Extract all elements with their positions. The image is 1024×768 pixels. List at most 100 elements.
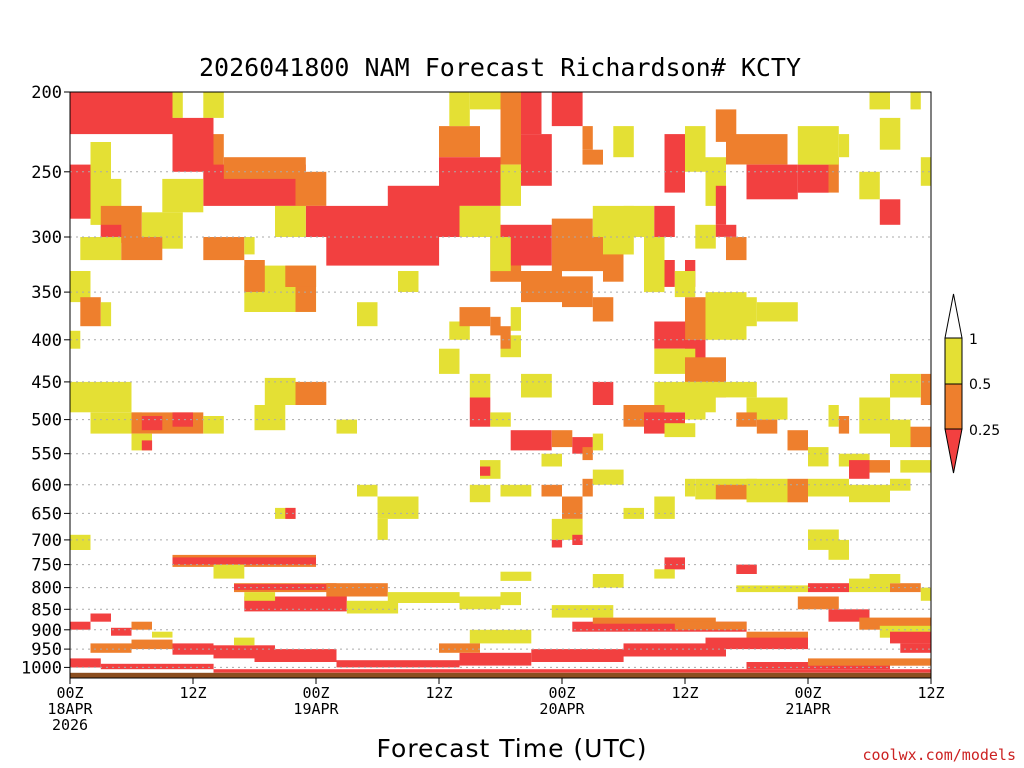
x-tick-label-36-0: 12Z [425,684,452,702]
heatmap-cell-51 [828,157,839,193]
heatmap-cell-59 [879,199,901,225]
heatmap-cell-22 [275,205,306,237]
heatmap-cell-204 [674,621,747,630]
heatmap-cell-44 [664,134,685,193]
heatmap-cell-40 [603,254,624,282]
heatmap-cell-27 [500,92,521,165]
heatmap-cell-92 [787,430,808,451]
heatmap-cell-62 [726,237,747,261]
y-tick-label-850: 850 [31,600,62,620]
heatmap-cell-81 [664,423,696,438]
y-axis-ticks: 200 250 300 350 400 450 500 550 600 650 700 750 8008… [21,83,70,678]
heatmap-cell-104 [541,453,562,467]
heatmap-cell-4 [213,134,224,179]
heatmap-cell-209 [459,652,532,666]
heatmap-cell-171 [592,469,624,485]
heatmap-cell-157 [736,564,757,574]
heatmap-cell-162 [551,539,563,548]
x-tick-label-12-0: 12Z [179,684,206,702]
heatmap-cell-166 [377,518,388,540]
heatmap-cell-210 [469,629,532,644]
heatmap-cell-115 [90,412,142,434]
y-tick-label-500: 500 [31,411,62,431]
heatmap-cell-191 [808,583,849,593]
heatmap-cell-139 [592,297,614,322]
heatmap-cell-73 [726,297,757,327]
heatmap-cell-223 [152,631,173,638]
heatmap-cell-6 [70,164,91,219]
y-tick-label-300: 300 [31,228,62,248]
heatmap-cell-93 [808,447,829,467]
heatmap-cell-57 [920,157,932,186]
heatmap-cell-126 [70,330,81,349]
heatmap-cell-5 [90,142,111,186]
x-tick-label-84-0: 12Z [917,684,944,702]
heatmap-cell-31 [551,92,583,127]
heatmap-cell-211 [439,643,480,653]
heatmap-cell-147 [787,478,808,503]
heatmap-cell-155 [664,557,685,570]
heatmap-cell-11 [162,178,204,213]
heatmap-cell-16 [121,237,163,261]
heatmap-cell-99 [469,397,491,427]
heatmap-cell-148 [808,478,849,497]
heatmap-cell-111 [459,307,491,327]
heatmap-cell-156 [654,569,675,579]
heatmap-cell-89 [910,426,931,448]
heatmap-cell-76 [695,381,757,398]
heatmap-cell-41 [623,205,655,237]
heatmap-cell-83 [736,412,757,427]
heatmap-cell-217 [131,639,173,650]
heatmap-cell-182 [244,592,276,601]
x-tick-label-0-2: 2026 [52,716,88,734]
heatmap-cell-225 [100,663,214,670]
heatmap-cell-112 [490,316,501,336]
x-tick-label-72-1: 21APR [785,700,831,718]
heatmap-cell-164 [377,496,419,519]
heatmap-cell-113 [510,307,521,331]
colorbar-label-0-5: 0.5 [969,377,991,393]
heatmap-cell-143 [685,478,696,497]
x-axis-label: Forecast Time (UTC) [377,734,648,763]
heatmap-cell-146 [746,478,788,503]
heatmap-cell-154 [828,539,849,560]
heatmap-cell-107 [521,373,552,398]
heatmap-cell-58 [859,171,880,200]
heatmap-cell-168 [480,466,491,476]
heatmap-cell-173 [275,507,296,519]
heatmap-cell-177 [213,564,245,579]
heatmap-cell-10 [295,171,327,206]
heatmap-cell-215 [234,637,255,646]
heatmap-cell-64 [664,260,675,287]
x-tick-label-24-0: 00Z [302,684,329,702]
heatmap-cell-185 [459,596,501,610]
heatmap-cell-137 [521,271,562,303]
credit-text: coolwx.com/models [862,746,1016,764]
heatmap-cell-2 [203,92,224,118]
heatmap-cell-33 [582,149,603,165]
heatmap-cell-128 [80,297,101,327]
heatmap-cell-131 [244,260,265,292]
y-tick-label-650: 650 [31,504,62,524]
chart-title: 2026041800 NAM Forecast Richardson# KCTY [199,53,801,82]
heatmap-cell-150 [890,478,911,491]
heatmap-cell-133 [295,286,316,312]
heatmap-cell-45 [685,126,706,172]
heatmap-cell-47 [715,109,737,142]
heatmap-cell-203 [592,617,716,624]
heatmap-cell-30 [521,134,552,186]
heatmap-cell-85 [828,405,839,427]
heatmap-cell-86 [838,416,850,434]
heatmap-cell-67 [685,297,706,340]
heatmap-cell-52 [797,126,839,165]
heatmap-cell-24 [439,157,501,206]
heatmap-cell-0 [70,92,173,135]
heatmap-cell-17 [203,237,245,261]
heatmap-cell-149 [849,484,890,503]
heatmap-cell-228 [808,658,931,666]
heatmap-cell-214 [213,645,275,659]
heatmap-cell-183 [346,600,399,614]
heatmap-cell-56 [910,92,921,110]
heatmap-cell-114 [70,381,132,413]
